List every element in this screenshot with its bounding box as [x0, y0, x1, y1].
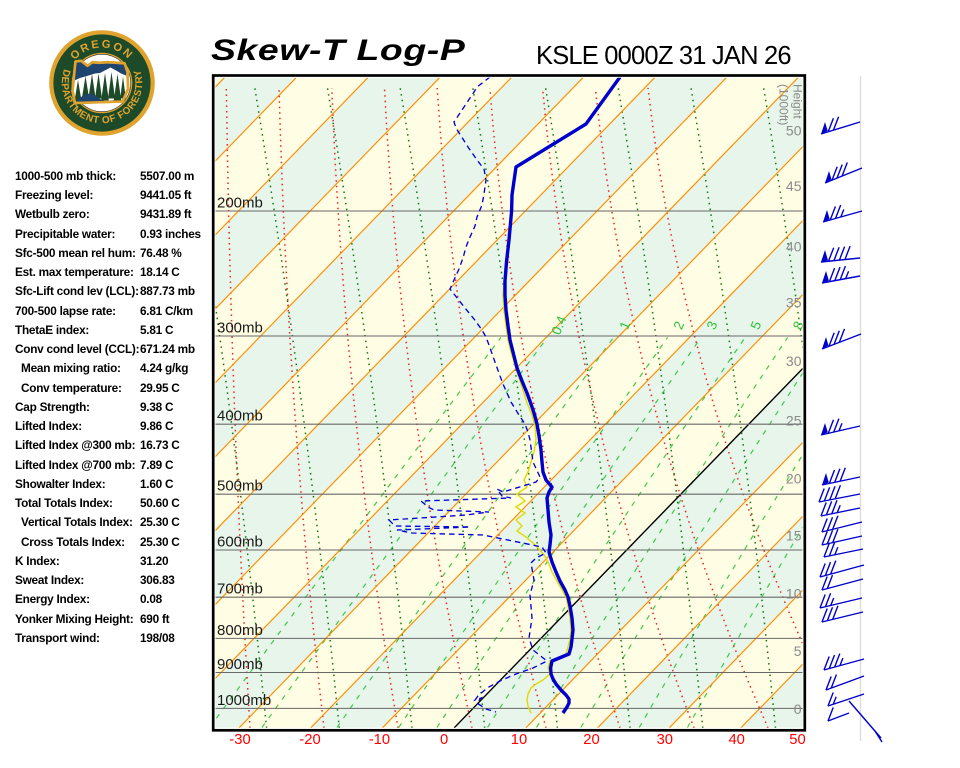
- svg-text:20: 20: [786, 471, 802, 487]
- svg-text:600mb: 600mb: [217, 534, 263, 551]
- svg-text:Height: Height: [791, 84, 805, 119]
- svg-text:10: 10: [511, 732, 527, 748]
- svg-text:0.4: 0.4: [549, 313, 570, 336]
- svg-text:800mb: 800mb: [217, 622, 263, 639]
- svg-text:0: 0: [440, 732, 448, 748]
- svg-text:20: 20: [583, 732, 599, 748]
- svg-text:50: 50: [789, 732, 805, 748]
- svg-text:700mb: 700mb: [217, 581, 263, 598]
- svg-text:900mb: 900mb: [217, 656, 263, 673]
- svg-text:-10: -10: [369, 732, 390, 748]
- svg-text:500mb: 500mb: [217, 478, 263, 495]
- svg-text:30: 30: [786, 353, 802, 369]
- svg-text:-30: -30: [229, 732, 250, 748]
- svg-text:400mb: 400mb: [217, 408, 263, 425]
- svg-text:-20: -20: [299, 732, 320, 748]
- svg-text:45: 45: [786, 178, 802, 194]
- svg-text:(1000ft): (1000ft): [777, 84, 791, 125]
- svg-text:200mb: 200mb: [217, 195, 263, 212]
- svg-text:15: 15: [786, 528, 802, 544]
- svg-text:10: 10: [786, 586, 802, 602]
- svg-text:40: 40: [786, 239, 802, 255]
- svg-text:30: 30: [657, 732, 673, 748]
- svg-text:300mb: 300mb: [217, 320, 263, 337]
- svg-text:40: 40: [728, 732, 744, 748]
- svg-text:50: 50: [786, 122, 802, 138]
- svg-text:35: 35: [786, 295, 802, 311]
- svg-text:5: 5: [794, 643, 802, 659]
- svg-text:0: 0: [794, 701, 802, 717]
- svg-text:1000mb: 1000mb: [217, 692, 271, 709]
- svg-text:25: 25: [786, 413, 802, 429]
